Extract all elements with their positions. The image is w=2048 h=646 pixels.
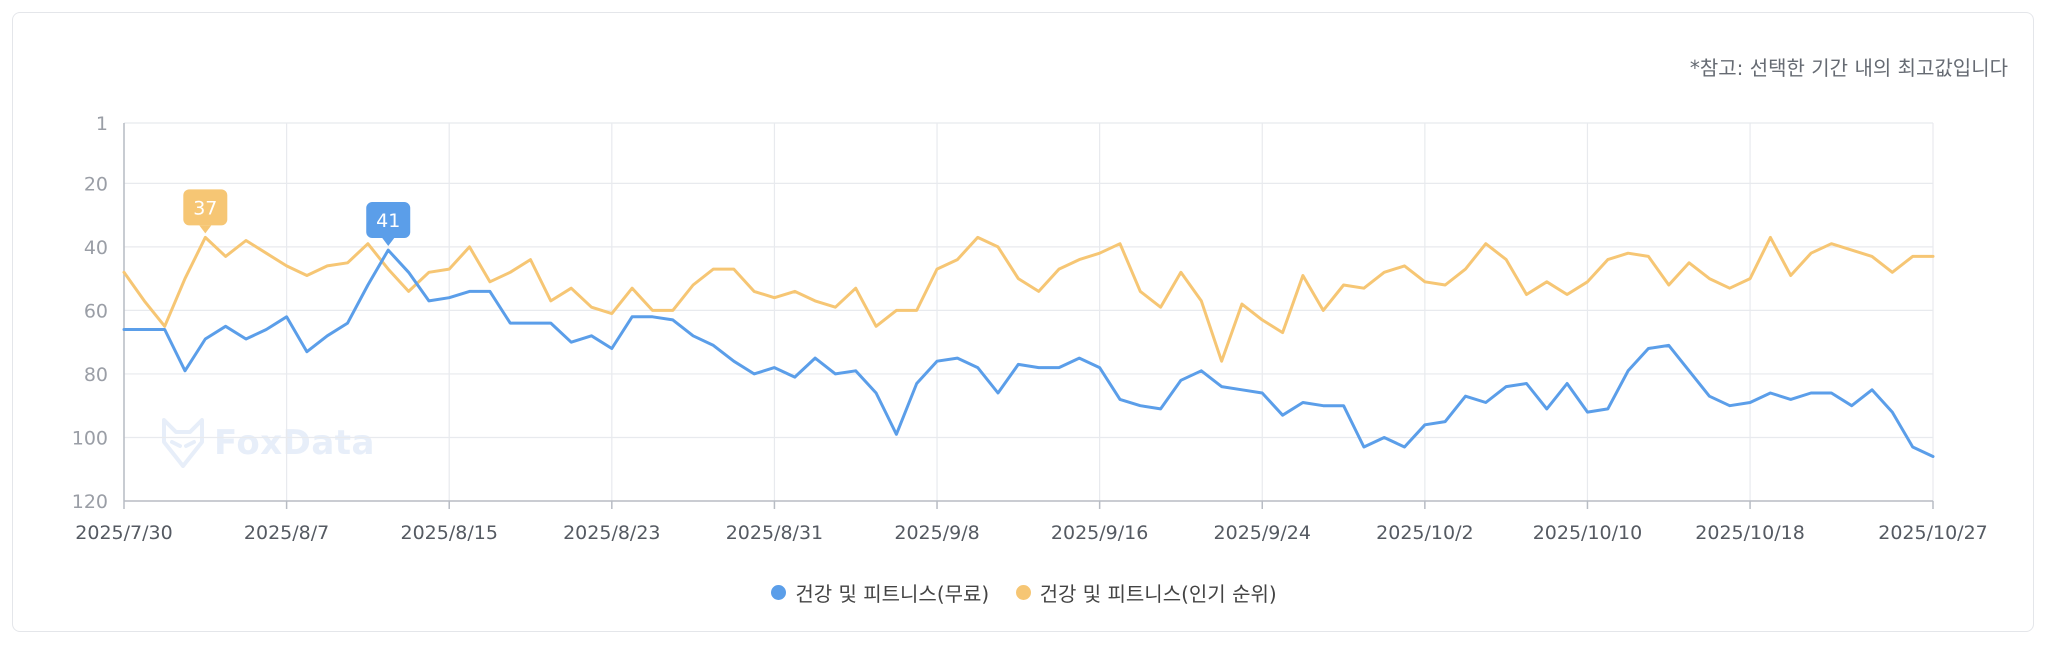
legend-item-free[interactable]: 건강 및 피트니스(무료) <box>771 578 989 607</box>
x-tick-label: 2025/10/18 <box>1695 522 1805 544</box>
y-tick-label: 80 <box>84 364 108 386</box>
x-tick-label: 2025/8/31 <box>726 522 823 544</box>
legend-dot-popular <box>1015 585 1031 600</box>
legend-label-free: 건강 및 피트니스(무료) <box>795 582 990 606</box>
legend-item-popular[interactable]: 건강 및 피트니스(인기 순위) <box>1015 578 1277 607</box>
y-tick-label: 40 <box>84 237 108 259</box>
y-tick-label: 120 <box>72 491 108 513</box>
fox-logo-icon <box>162 418 204 468</box>
y-tick-label: 20 <box>84 173 108 195</box>
y-tick-label: 1 <box>96 113 108 135</box>
y-tick-label: 60 <box>84 300 108 322</box>
x-tick-label: 2025/8/7 <box>244 522 329 544</box>
x-tick-label: 2025/8/15 <box>401 522 498 544</box>
foxdata-watermark: FoxData <box>160 418 375 468</box>
x-tick-label: 2025/10/27 <box>1878 522 1988 544</box>
note-text: *참고: 선택한 기간 내의 최고값입니다 <box>1689 56 2008 80</box>
y-tick-label: 100 <box>72 427 108 449</box>
legend-dot-free <box>771 585 787 600</box>
peak-callout-label: 41 <box>376 210 400 232</box>
watermark-text: FoxData <box>214 423 375 463</box>
peak-callout-box <box>366 202 411 239</box>
peak-callout-box <box>183 189 228 226</box>
peak-callout-pointer <box>199 225 212 234</box>
series-line-popular <box>122 235 1935 363</box>
peak-callout-pointer <box>382 238 395 247</box>
x-tick-label: 2025/8/23 <box>563 522 660 544</box>
chart-legend: 건강 및 피트니스(무료) 건강 및 피트니스(인기 순위) <box>0 578 2048 607</box>
x-tick-label: 2025/9/16 <box>1051 522 1148 544</box>
x-tick-label: 2025/9/24 <box>1214 522 1311 544</box>
x-tick-label: 2025/7/30 <box>75 522 172 544</box>
peak-callout-label: 37 <box>193 197 217 219</box>
x-tick-label: 2025/9/8 <box>894 522 979 544</box>
x-tick-label: 2025/10/10 <box>1533 522 1643 544</box>
legend-label-popular: 건강 및 피트니스(인기 순위) <box>1039 582 1277 606</box>
series-line-free <box>122 248 1935 458</box>
x-tick-label: 2025/10/2 <box>1376 522 1473 544</box>
